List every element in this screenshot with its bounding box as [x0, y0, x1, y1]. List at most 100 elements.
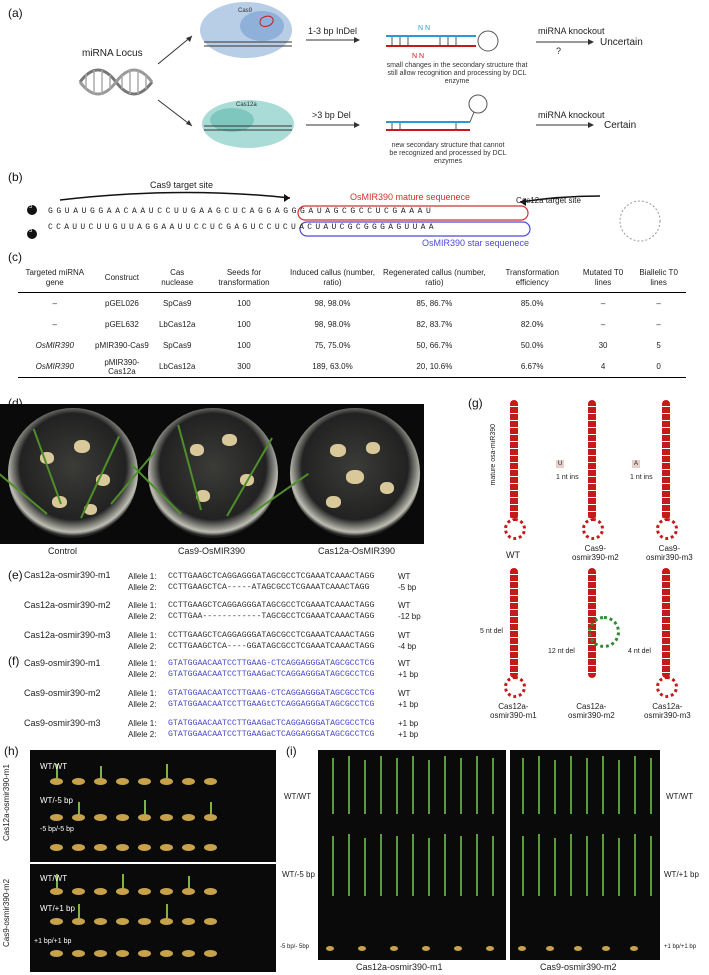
panel-e-label: (e) [8, 568, 23, 582]
row-label: WT/+1 bp [664, 870, 699, 879]
table-row: – pGEL026 SpCas9 100 98, 98.0% 85, 86.7% 85.0%… [18, 293, 686, 315]
annot-del: 12 nt del [548, 648, 575, 655]
callus-dishes-photo [0, 404, 424, 544]
allele-tag: -12 bp [398, 612, 421, 621]
table-cell: 85, 86.7% [416, 299, 453, 308]
line-name: Cas9-osmir390-m3 [24, 718, 101, 728]
certain-label: Certain [604, 120, 637, 131]
allele-tag: WT [398, 601, 411, 610]
table-cell: 6.67% [489, 356, 575, 378]
panel-b-structure [27, 191, 661, 242]
row-label: -5 bp/-5 bp [40, 826, 74, 833]
label-wt: WT [506, 550, 520, 560]
allele-tag: WT [398, 659, 411, 668]
hairpin-wt [510, 400, 518, 520]
allele-label: Allele 1: [128, 631, 157, 640]
loop [504, 676, 526, 698]
svg-text:N N: N N [412, 53, 424, 60]
uncertain-label: Uncertain [600, 37, 643, 48]
table-cell: OsMIR390 [18, 356, 92, 378]
cas12a-outcome: >3 bp Del [312, 110, 351, 120]
table-cell: 4 [574, 356, 632, 378]
loop [656, 518, 678, 540]
ko-question: ? [556, 46, 562, 56]
hairpin-bottom-icon [386, 94, 488, 131]
table-cell: – [656, 320, 661, 329]
label-control: Control [48, 546, 78, 556]
star-sequence-label: OsMIR390 star sequenece [422, 238, 530, 248]
seedling-photo-right [510, 750, 660, 960]
table-row: – pGEL632 LbCas12a 100 98, 98.0% 82, 83.7% 82.… [18, 314, 686, 335]
panel-c-label: (c) [8, 250, 22, 264]
line-name: Cas12a-osmir390-m1 [24, 570, 111, 580]
label-cas12a-dish: Cas12a-OsMIR390 [318, 546, 396, 556]
row-label: -5 bp/- 5bp [280, 944, 310, 950]
allele-tag: +1 bp [398, 730, 419, 739]
panel-a-schematic: N N N N [78, 2, 594, 148]
table-cell: 98, 98.0% [314, 299, 351, 308]
allele-tag: +1 bp [398, 700, 419, 709]
table-cell: – [656, 299, 661, 308]
allele-label: Allele 2: [128, 612, 157, 621]
table-cell: – [600, 299, 606, 308]
allele-label: Allele 2: [128, 642, 157, 651]
group-label-cas12a: Cas12a-osmir390-m1 [2, 764, 11, 842]
table-cell: 50.0% [520, 341, 544, 350]
label-cas12a-m2: Cas12a- osmir390-m2 [568, 702, 615, 720]
allele-label: Allele 2: [128, 670, 157, 679]
hairpin-cas12a-m1 [510, 568, 518, 678]
dish-control [8, 408, 138, 538]
hairpin-cas12a-m3 [662, 568, 670, 678]
allele-seq: GTATGGAACAATCCTTGAAG-CTCAGGAGGGATAGCGCCT… [168, 689, 375, 698]
caption-cas12a: Cas12a-osmir390-m1 [356, 962, 443, 972]
table-cell: LbCas12a [152, 356, 203, 378]
panel-f-label: (f) [8, 654, 20, 668]
allele-seq: GTATGGAACAATCCTTGAAGaCTCAGGAGGGATAGCGCCT… [168, 719, 375, 728]
table-header: Regenerated callus (number, ratio) [379, 264, 490, 293]
table-cell: 82, 83.7% [416, 320, 453, 329]
ko-label-bottom: miRNA knockout [538, 110, 605, 120]
mature-sequence-label: OsMIR390 mature sequenece [350, 192, 471, 202]
svg-text:N N: N N [418, 25, 430, 32]
line-name: Cas9-osmir390-m1 [24, 658, 101, 668]
allele-label: Allele 2: [128, 700, 157, 709]
panel-g-label: (g) [468, 396, 483, 410]
mirna-locus-label: miRNA Locus [82, 48, 143, 59]
table-header: Induced callus (number, ratio) [285, 264, 380, 293]
table-cell: SpCas9 [162, 341, 192, 350]
table-cell: 300 [202, 356, 286, 378]
table-cell: OsMIR390 [35, 341, 74, 350]
cas12a-label: Cas12a [236, 102, 257, 108]
table-cell: 189, 63.0% [285, 356, 380, 378]
label-cas12a-m1: Cas12a- osmir390-m1 [490, 702, 537, 720]
allele-label: Allele 1: [128, 659, 157, 668]
line-name: Cas12a-osmir390-m3 [24, 630, 111, 640]
row-label: +1 bp/+1 bp [664, 944, 697, 950]
allele-tag: -5 bp [398, 583, 417, 592]
table-header: Cas nuclease [152, 264, 203, 293]
allele-seq: CCTTGAA------------TAGCGCCTCGAAATCAAACTA… [168, 612, 375, 621]
row-label: WT/WT [40, 874, 68, 883]
row-label: WT/+1 bp [40, 904, 75, 913]
label-cas12a-m3: Cas12a- osmir390-m3 [644, 702, 691, 720]
table-cell: 50, 66.7% [416, 341, 453, 350]
table-row: OsMIR390 pMIR390-Cas9 SpCas9 100 75, 75.0% 50… [18, 335, 686, 356]
table-header: Targeted miRNA gene [18, 264, 92, 293]
bottom-strand: CCAUUCUUGUUAGGAAUUCCUCGAGUCCUCUACUAUCGCG… [48, 223, 437, 232]
table-header: Biallelic T0 lines [631, 264, 686, 293]
allele-seq: CCTTGAAGCTCA----GGATAGCGCCTCGAAATCAAACTA… [168, 642, 375, 651]
table-cell: pGEL632 [105, 320, 139, 329]
allele-label: Allele 1: [128, 719, 157, 728]
top-caption: small changes in the secondary structure… [386, 62, 528, 85]
allele-label: Allele 1: [128, 689, 157, 698]
table-cell: pMIR390-Cas9 [95, 341, 149, 350]
allele-seq: GTATGGAACAATCCTTGAAG-CTCAGGAGGGATAGCGCCT… [168, 659, 375, 668]
table-cell: 82.0% [520, 320, 544, 329]
allele-tag: WT [398, 631, 411, 640]
row-label: WT/WT [666, 792, 694, 801]
loop [656, 676, 678, 698]
allele-label: Allele 1: [128, 572, 157, 581]
table-cell: 100 [237, 341, 251, 350]
ko-label-top: miRNA knockout [538, 26, 605, 36]
table-cell: 100 [237, 299, 251, 308]
